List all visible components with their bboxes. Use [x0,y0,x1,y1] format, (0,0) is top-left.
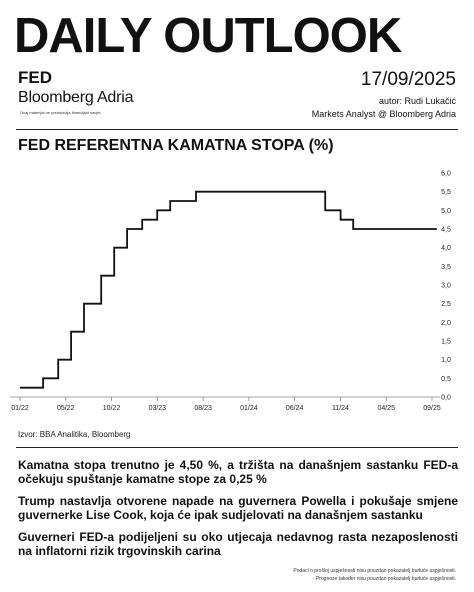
y-tick-label: 5,5 [441,189,451,196]
y-tick-label: 1,0 [441,357,451,364]
y-tick-label: 6,0 [441,171,451,178]
chart-series [20,190,437,389]
x-tick-label: 03/23 [149,405,167,412]
brand-logo: Bloomberg Adria [18,89,134,106]
masthead-title: DAILY OUTLOOK [14,9,402,63]
disclaimer-line: Prognoze također nisu pouzdan pokazatelj… [315,576,456,582]
x-tick-label: 04/25 [377,405,395,412]
chart-source: Izvor: BBA Analitika, Bloomberg [18,430,131,439]
x-tick-label: 06/24 [286,405,304,412]
y-tick-label: 1,5 [441,339,451,346]
y-tick-label: 5,0 [441,208,451,215]
chart-divider [16,447,458,448]
y-tick-label: 0,0 [441,395,451,402]
author-line: autor: Rudi Lukačić [378,96,456,106]
news-item: Kamatna stopa trenutno je 4,50 %, a trži… [18,458,458,486]
header-divider [16,129,458,130]
author-role: Markets Analyst @ Bloomberg Adria [311,109,456,119]
y-tick-label: 3,5 [441,264,451,271]
x-tick-label: 01/24 [240,405,258,412]
section-label: FED [18,68,52,87]
y-tick-label: 4,5 [441,227,451,234]
x-tick-label: 09/25 [423,405,441,412]
x-tick-label: 10/22 [103,405,121,412]
disclaimer-line: Podaci o prošloj uspješnosti nisu pouzda… [293,568,456,574]
x-tick-label: 05/22 [57,405,75,412]
news-item: Guverneri FED-a podijeljeni su oko utjec… [18,530,458,558]
brand-tagline: Ovaj materijal ne predstavlja financijsk… [20,110,102,115]
y-tick-label: 3,0 [441,283,451,290]
chart-axes: 01/22 05/22 10/22 03/23 08/23 01/24 06/24 11/24… [10,171,451,412]
y-tick-label: 2,5 [441,301,451,308]
x-tick-label: 11/24 [332,405,349,412]
rate-line [20,190,437,389]
x-tick-label: 01/22 [11,405,29,412]
news-item: Trump nastavlja otvorene napade na guver… [18,494,458,522]
rate-chart: 01/22 05/22 10/22 03/23 08/23 01/24 06/24 11/24… [10,171,451,412]
x-tick-label: 08/23 [194,405,212,412]
y-tick-label: 2,0 [441,320,451,327]
y-tick-label: 0,5 [441,376,451,383]
y-tick-label: 4,0 [441,245,451,252]
publish-date: 17/09/2025 [360,69,456,90]
chart-title: FED REFERENTNA KAMATNA STOPA (%) [18,137,334,154]
